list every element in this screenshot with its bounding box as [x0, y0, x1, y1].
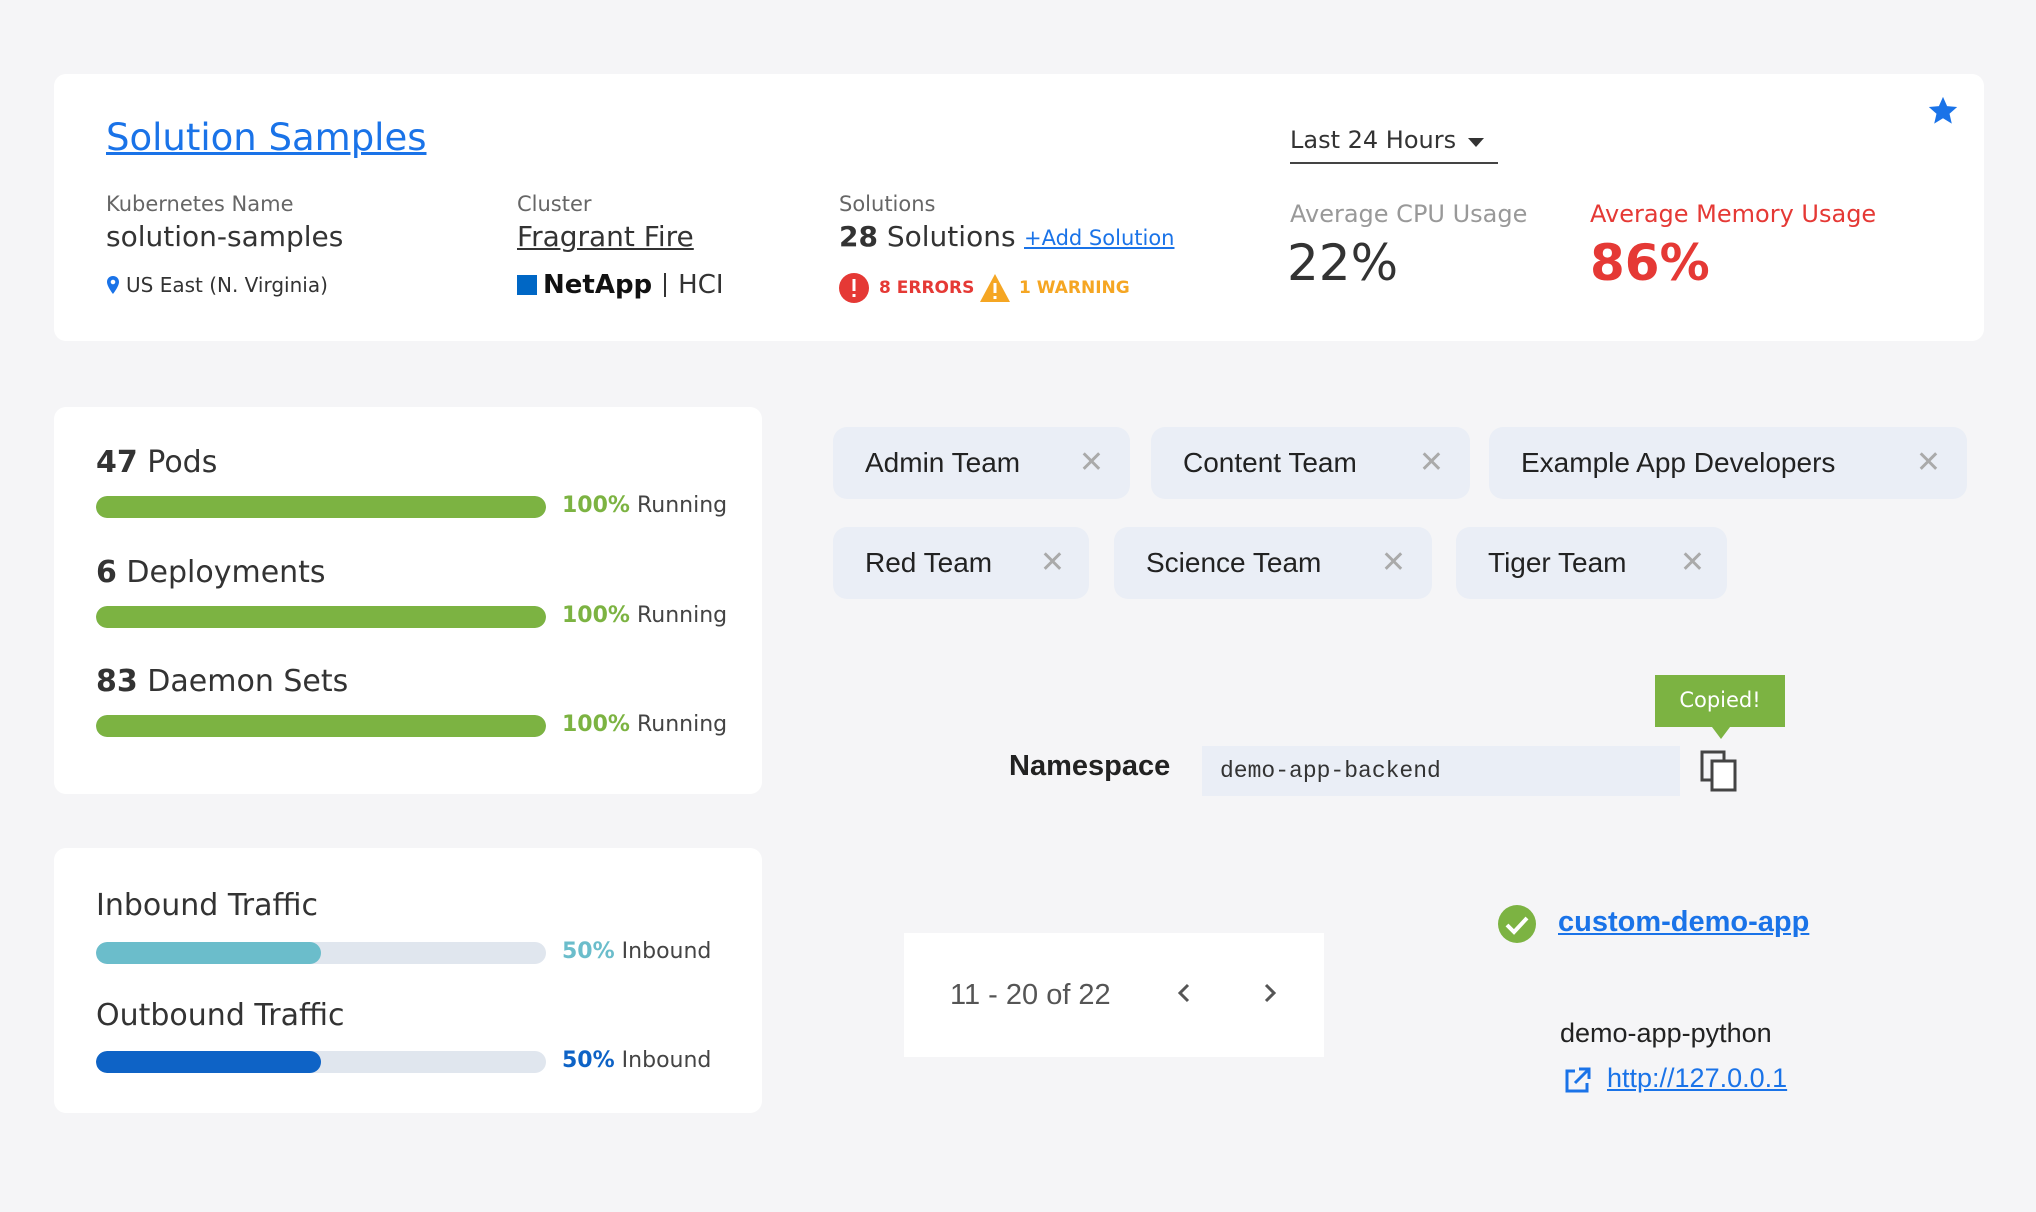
namespace-label: Namespace — [1009, 750, 1171, 782]
close-icon[interactable]: ✕ — [1915, 446, 1941, 479]
add-solution-link[interactable]: +Add Solution — [1024, 226, 1175, 250]
resources-card: 47 Pods 100% Running 6 Deployments 100% … — [54, 407, 762, 794]
star-icon[interactable] — [1926, 94, 1960, 128]
team-chip: Example App Developers ✕ — [1489, 427, 1967, 499]
deployments-status: 100% Running — [562, 603, 728, 628]
solutions-count: 28 Solutions — [839, 220, 1016, 253]
chevron-left-icon[interactable] — [1170, 977, 1200, 1009]
app-name: demo-app-python — [1560, 1018, 1772, 1048]
region-text: US East (N. Virginia) — [126, 273, 328, 297]
close-icon[interactable]: ✕ — [1039, 546, 1065, 579]
daemonsets-status: 100% Running — [562, 712, 728, 737]
kubernetes-name-label: Kubernetes Name — [106, 192, 294, 216]
errors-badge[interactable]: 8 ERRORS — [839, 273, 974, 303]
close-icon[interactable]: ✕ — [1418, 446, 1444, 479]
inbound-title: Inbound Traffic — [96, 888, 318, 923]
outbound-status: 50% Inbound — [562, 1048, 712, 1073]
traffic-card: Inbound Traffic 50% Inbound Outbound Tra… — [54, 848, 762, 1113]
cluster-link[interactable]: Fragrant Fire — [517, 220, 694, 253]
chevron-down-icon — [1468, 138, 1484, 147]
location-pin-icon — [107, 276, 119, 294]
deployments-title: 6 Deployments — [96, 555, 326, 590]
warning-icon — [980, 274, 1010, 302]
close-icon[interactable]: ✕ — [1380, 546, 1406, 579]
team-chip: Tiger Team ✕ — [1456, 527, 1727, 599]
external-link-icon — [1565, 1067, 1591, 1093]
team-chip: Admin Team ✕ — [833, 427, 1130, 499]
copied-tooltip: Copied! — [1655, 675, 1785, 739]
copy-icon[interactable] — [1700, 750, 1738, 792]
time-range-select[interactable]: Last 24 Hours — [1290, 126, 1498, 164]
cpu-label: Average CPU Usage — [1290, 200, 1528, 228]
netapp-logo-icon — [517, 275, 537, 295]
outbound-title: Outbound Traffic — [96, 998, 345, 1033]
cluster-label: Cluster — [517, 192, 592, 216]
kubernetes-name-value: solution-samples — [106, 220, 344, 253]
pods-status: 100% Running — [562, 493, 728, 518]
team-chip: Red Team ✕ — [833, 527, 1089, 599]
solutions-label: Solutions — [839, 192, 936, 216]
page-title-link[interactable]: Solution Samples — [106, 116, 427, 159]
url-link[interactable]: http://127.0.0.1 — [1607, 1063, 1788, 1093]
pagination-range: 11 - 20 of 22 — [950, 979, 1111, 1011]
deployments-progress-bar — [96, 606, 546, 628]
memory-label: Average Memory Usage — [1590, 200, 1877, 228]
check-circle-icon — [1498, 905, 1536, 943]
pagination: 11 - 20 of 22 — [904, 933, 1324, 1057]
inbound-progress-bar — [96, 942, 546, 964]
namespace-field[interactable]: demo-app-backend — [1202, 746, 1680, 796]
daemonsets-title: 83 Daemon Sets — [96, 664, 349, 699]
daemonsets-progress-bar — [96, 715, 546, 737]
header-card: Solution Samples Kubernetes Name solutio… — [54, 74, 1984, 341]
chevron-right-icon[interactable] — [1254, 977, 1284, 1009]
error-icon — [839, 273, 869, 303]
cpu-value: 22% — [1287, 234, 1399, 292]
team-chip: Science Team ✕ — [1114, 527, 1432, 599]
memory-value: 86% — [1590, 234, 1710, 292]
team-chip: Content Team ✕ — [1151, 427, 1470, 499]
close-icon[interactable]: ✕ — [1078, 446, 1104, 479]
pods-progress-bar — [96, 496, 546, 518]
close-icon[interactable]: ✕ — [1679, 546, 1705, 579]
outbound-progress-bar — [96, 1051, 546, 1073]
warnings-badge[interactable]: 1 WARNING — [979, 273, 1130, 303]
vendor-logo: NetApp HCI — [517, 270, 724, 300]
pods-title: 47 Pods — [96, 445, 218, 480]
app-link[interactable]: custom-demo-app — [1558, 906, 1810, 938]
inbound-status: 50% Inbound — [562, 939, 712, 964]
